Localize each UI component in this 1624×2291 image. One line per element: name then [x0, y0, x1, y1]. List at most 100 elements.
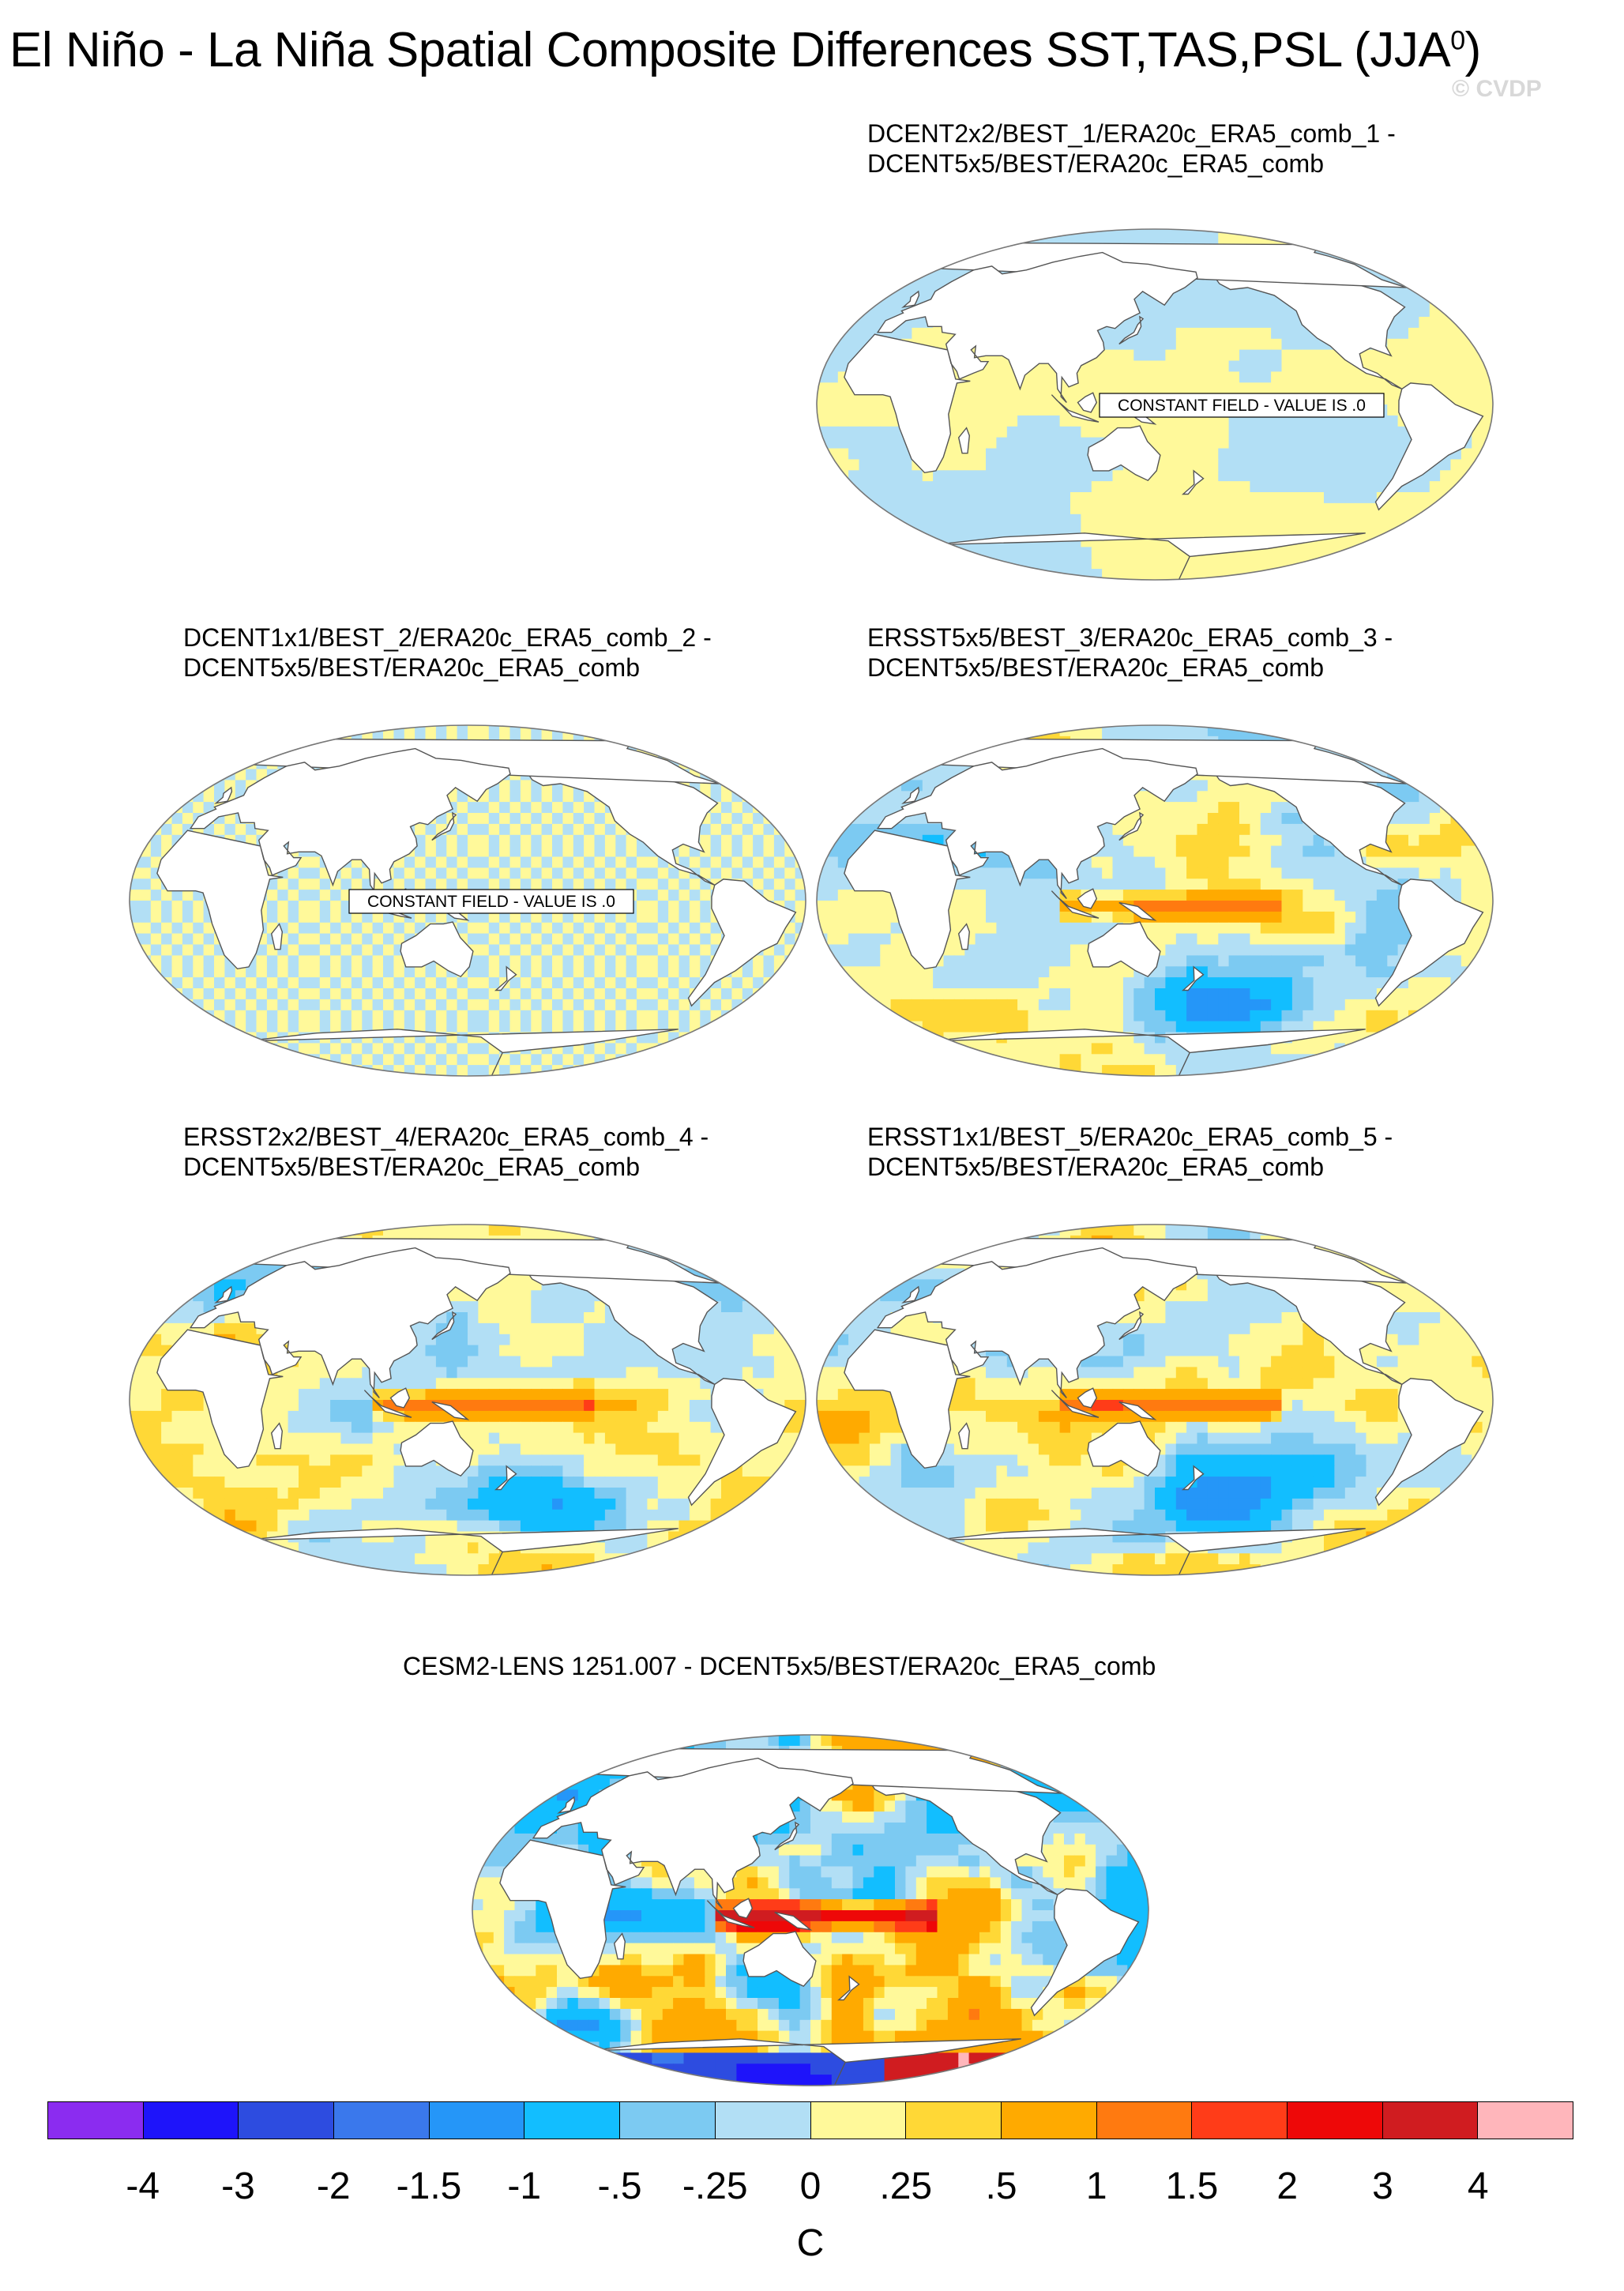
land-japan — [431, 1311, 457, 1341]
land-afroeurasia — [156, 1247, 511, 1469]
land-madagascar — [957, 427, 971, 454]
colorbar-swatch-9 — [906, 2102, 1002, 2139]
colorbar-swatch-13 — [1287, 2102, 1383, 2139]
colorbar-tick-label: 1 — [1085, 2165, 1107, 2207]
panel-title-line1: DCENT2x2/BEST_1/ERA20c_ERA5_comb_1 - — [867, 119, 1396, 148]
land-indonesia1 — [1051, 394, 1100, 423]
colorbar-swatch-15 — [1478, 2102, 1573, 2139]
land-borneo — [732, 1898, 754, 1919]
land-newzealand — [494, 1465, 517, 1491]
land-newguinea — [1118, 901, 1157, 921]
land-japan — [431, 811, 457, 841]
colorbar-tick-label: .25 — [879, 2165, 933, 2207]
land-borneo — [1077, 888, 1098, 909]
colorbar-swatch-1 — [143, 2102, 239, 2139]
land-newzealand — [494, 965, 517, 991]
map-border — [816, 228, 1494, 581]
map-border — [472, 1734, 1149, 2086]
colorbar-tick-label: .5 — [985, 2165, 1017, 2207]
constant-field-box — [1099, 393, 1385, 418]
panel-title-p3: ERSST5x5/BEST_3/ERA20c_ERA5_comb_3 - DCEN… — [867, 623, 1393, 683]
ocean-field — [817, 725, 1493, 1076]
colorbar-tick-label: -2 — [316, 2165, 351, 2207]
panel-title-line1: DCENT1x1/BEST_2/ERA20c_ERA5_comb_2 - — [183, 623, 712, 652]
colorbar-units: C — [796, 2222, 825, 2264]
panel-title-line2: DCENT5x5/BEST/ERA20c_ERA5_comb — [183, 1153, 640, 1181]
land-borneo — [389, 1387, 411, 1409]
land-indonesia1 — [706, 1900, 755, 1928]
map-p6 — [472, 1734, 1149, 2086]
panel-title-line2: DCENT5x5/BEST/ERA20c_ERA5_comb — [867, 149, 1324, 178]
land-uk — [901, 290, 920, 308]
land-antarctica — [247, 1029, 679, 1076]
colorbar-swatch-7 — [715, 2102, 811, 2139]
land-australia — [1087, 425, 1161, 482]
land-madagascar — [270, 1422, 284, 1450]
land-madagascar — [957, 923, 971, 950]
land-antarctica — [934, 532, 1366, 580]
land-newzealand — [836, 1975, 860, 2001]
land-japan — [1118, 1311, 1145, 1341]
land-madagascar — [270, 923, 284, 950]
land-afroeurasia — [844, 747, 1198, 970]
panel-title-p4: ERSST2x2/BEST_4/ERA20c_ERA5_comb_4 - DCEN… — [183, 1122, 709, 1182]
land-madagascar — [957, 1422, 971, 1450]
ocean-field — [130, 1224, 806, 1575]
colorbar-tick-label: -3 — [221, 2165, 255, 2207]
panel-title-p6: CESM2-LENS 1251.007 - DCENT5x5/BEST/ERA2… — [403, 1651, 1156, 1681]
colorbar-tick-label: 4 — [1467, 2165, 1489, 2207]
colorbar-tick-label: 1.5 — [1165, 2165, 1219, 2207]
cvdp-watermark: © CVDP — [1452, 76, 1542, 102]
land-antarctica — [590, 2038, 1021, 2086]
land-japan — [1118, 315, 1145, 345]
map-border — [816, 724, 1494, 1077]
land-uk — [901, 1285, 920, 1304]
colorbar-swatch-4 — [429, 2102, 525, 2139]
map-border — [129, 724, 806, 1077]
map-p1: CONSTANT FIELD - VALUE IS .0 — [816, 228, 1494, 581]
page-title: El Niño - La Niña Spatial Composite Diff… — [9, 23, 1481, 77]
constant-field-label: CONSTANT FIELD - VALUE IS .0 — [367, 893, 615, 911]
land-americas — [1212, 759, 1484, 1007]
land-antarctica — [934, 1528, 1366, 1575]
colorbar-swatch-5 — [524, 2102, 621, 2139]
land-indonesia1 — [1051, 890, 1100, 919]
land-australia — [1087, 1420, 1161, 1477]
land-afroeurasia — [156, 747, 511, 970]
ocean-field — [472, 1735, 1148, 2086]
colorbar-tick-label: 0 — [799, 2165, 821, 2207]
land-indonesia1 — [363, 1390, 412, 1418]
land-newzealand — [1181, 1465, 1205, 1491]
colorbar-swatch-11 — [1096, 2102, 1193, 2139]
colorbar-swatch-0 — [48, 2102, 144, 2139]
colorbar-swatch-8 — [810, 2102, 907, 2139]
colorbar-swatch-2 — [239, 2102, 335, 2139]
colorbar-tick-label: -.25 — [682, 2165, 748, 2207]
panel-title-line1: ERSST2x2/BEST_4/ERA20c_ERA5_comb_4 - — [183, 1123, 709, 1151]
land-newguinea — [1118, 1401, 1157, 1420]
panel-title-line1: ERSST5x5/BEST_3/ERA20c_ERA5_comb_3 - — [867, 623, 1393, 652]
panel-title-p5: ERSST1x1/BEST_5/ERA20c_ERA5_comb_5 - DCEN… — [867, 1122, 1393, 1182]
map-border — [129, 1224, 806, 1576]
colorbar-tick-label: -.5 — [597, 2165, 642, 2207]
land-borneo — [1077, 392, 1098, 413]
land-uk — [214, 786, 233, 804]
constant-field-box — [348, 889, 634, 914]
land-americas — [1212, 1258, 1484, 1507]
land-uk — [901, 786, 920, 804]
land-uk — [557, 1796, 576, 1814]
map-border — [816, 1224, 1494, 1576]
map-p2: CONSTANT FIELD - VALUE IS .0 — [129, 724, 806, 1077]
panel-title-p2: DCENT1x1/BEST_2/ERA20c_ERA5_comb_2 - DCEN… — [183, 623, 712, 683]
colorbar-tick-label: 2 — [1276, 2165, 1299, 2207]
land-antarctica — [247, 1528, 679, 1575]
map-p3 — [816, 724, 1494, 1077]
land-americas — [525, 1258, 797, 1507]
colorbar-tick-label: -1 — [507, 2165, 542, 2207]
panel-title-line2: DCENT5x5/BEST/ERA20c_ERA5_comb — [183, 653, 640, 682]
land-afroeurasia — [844, 251, 1198, 474]
colorbar-swatch-14 — [1382, 2102, 1479, 2139]
colorbar-tick-label: 3 — [1372, 2165, 1393, 2207]
colorbar — [47, 2101, 1573, 2139]
land-newzealand — [1181, 965, 1205, 991]
